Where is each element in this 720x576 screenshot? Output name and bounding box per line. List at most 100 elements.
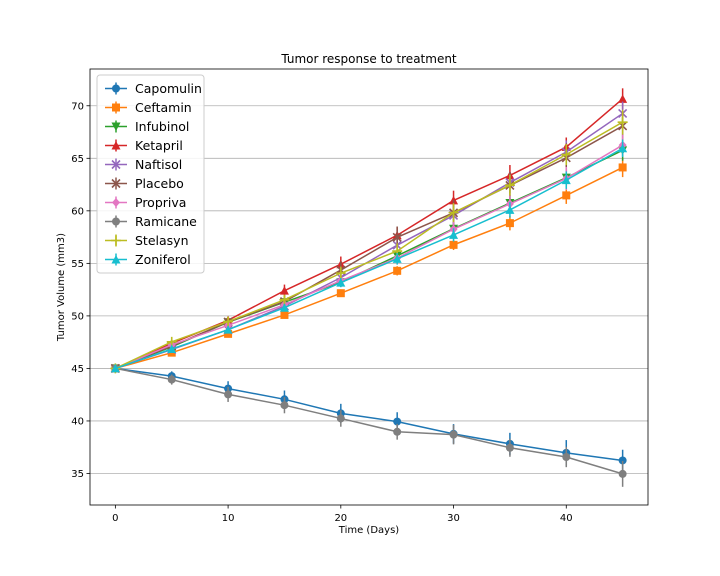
x-tick-label: 40 <box>560 513 573 524</box>
series-zoniferol <box>110 139 628 373</box>
x-tick-label: 20 <box>334 513 347 524</box>
legend-marker <box>112 217 120 226</box>
data-point-stelasyn <box>617 117 628 128</box>
data-point-ketapril <box>618 94 628 103</box>
data-point-stelasyn <box>223 316 234 327</box>
series-line-stelasyn <box>115 121 624 370</box>
legend-label: Propriva <box>135 195 186 210</box>
series-line-ceftamin <box>115 166 623 370</box>
legend-entry-propriva: Propriva <box>105 195 186 210</box>
data-point-ramicane <box>449 430 458 439</box>
data-point-placebo <box>392 232 402 242</box>
data-point-stelasyn <box>504 180 515 191</box>
data-point-stelasyn <box>561 149 572 160</box>
legend-label: Placebo <box>135 176 184 191</box>
series-line-placebo <box>115 125 624 370</box>
x-tick-label: 30 <box>447 513 460 524</box>
legend-label: Ceftamin <box>135 100 192 115</box>
data-point-ceftamin <box>393 266 402 275</box>
y-tick-label: 50 <box>71 311 84 322</box>
data-point-ramicane <box>562 452 571 461</box>
plot-series <box>110 88 628 487</box>
legend-label: Ramicane <box>135 214 197 229</box>
data-point-ramicane <box>505 443 514 452</box>
legend-entry-ketapril: Ketapril <box>105 138 183 153</box>
plot-frame <box>89 68 649 506</box>
legend-label: Zoniferol <box>135 252 191 267</box>
series-line-zoniferol <box>115 147 624 370</box>
data-point-stelasyn <box>335 268 346 279</box>
data-point-zoniferol <box>449 230 459 239</box>
legend-box <box>96 74 205 274</box>
legend-entry-capomulin: Capomulin <box>105 81 202 96</box>
data-point-zoniferol <box>279 303 289 312</box>
legend-marker <box>112 198 120 207</box>
legend-marker <box>111 159 121 170</box>
legend-entry-infubinol: Infubinol <box>105 119 189 134</box>
data-point-capomulin <box>393 417 402 426</box>
legend-marker <box>111 235 121 246</box>
data-point-ceftamin <box>618 163 627 172</box>
x-axis-label: Time (Days) <box>338 525 400 536</box>
data-point-ceftamin <box>505 219 514 228</box>
axis-ticks: 35 40 45 50 55 60 65 70 0 10 20 30 40 <box>71 101 572 524</box>
legend-marker <box>111 178 121 189</box>
legend-label: Infubinol <box>135 119 189 134</box>
legend-label: Capomulin <box>135 81 202 96</box>
data-point-ramicane <box>618 469 627 478</box>
y-tick-label: 65 <box>71 154 84 165</box>
legend-entry-stelasyn: Stelasyn <box>105 233 189 248</box>
data-point-zoniferol <box>392 254 402 263</box>
series-capomulin <box>111 364 627 472</box>
y-tick-label: 55 <box>71 259 84 270</box>
data-point-ceftamin <box>449 240 458 249</box>
data-point-zoniferol <box>167 344 177 353</box>
data-point-ceftamin <box>280 310 289 319</box>
y-tick-label: 70 <box>71 101 84 112</box>
y-tick-label: 40 <box>71 416 84 427</box>
data-point-zoniferol <box>223 325 233 334</box>
legend-marker <box>112 103 120 112</box>
data-point-stelasyn <box>279 294 290 305</box>
legend-label: Stelasyn <box>135 233 189 248</box>
x-tick-label: 0 <box>112 513 118 524</box>
data-point-zoniferol <box>110 363 120 373</box>
data-point-ramicane <box>224 390 233 399</box>
data-point-ramicane <box>280 401 289 410</box>
legend-entry-naftisol: Naftisol <box>105 157 182 172</box>
data-point-ceftamin <box>562 191 571 200</box>
series-ramicane <box>111 364 627 487</box>
data-point-zoniferol <box>505 205 515 214</box>
legend-marker <box>112 84 120 93</box>
legend-marker <box>111 141 121 150</box>
data-point-ramicane <box>393 427 402 436</box>
data-point-ramicane <box>167 375 176 384</box>
legend-marker <box>111 122 121 131</box>
y-axis-label: Tumor Volume (mm3) <box>56 233 67 342</box>
chart-title: Tumor response to treatment <box>280 52 457 66</box>
data-point-ramicane <box>336 414 345 423</box>
legend-entry-ramicane: Ramicane <box>105 214 197 229</box>
series-line-ramicane <box>115 367 623 475</box>
legend-label: Ketapril <box>135 138 183 153</box>
data-point-zoniferol <box>561 175 571 185</box>
y-tick-label: 60 <box>71 206 84 217</box>
series-line-propriva <box>115 144 624 370</box>
x-tick-label: 10 <box>222 513 235 524</box>
legend: Capomulin Ceftamin Infubinol Ketapril Naftis… <box>96 74 205 274</box>
legend-entry-placebo: Placebo <box>105 176 184 191</box>
data-point-ceftamin <box>336 289 345 298</box>
legend-label: Naftisol <box>135 157 182 172</box>
data-point-zoniferol <box>336 278 346 287</box>
data-point-capomulin <box>618 456 627 465</box>
y-tick-label: 45 <box>71 364 84 375</box>
y-tick-label: 35 <box>71 469 84 480</box>
legend-marker <box>111 255 121 264</box>
series-line-capomulin <box>115 367 623 462</box>
legend-entry-zoniferol: Zoniferol <box>105 252 191 267</box>
data-point-ceftamin <box>224 329 233 338</box>
data-point-zoniferol <box>618 143 628 153</box>
legend-entry-ceftamin: Ceftamin <box>105 100 192 115</box>
data-point-stelasyn <box>448 207 459 218</box>
